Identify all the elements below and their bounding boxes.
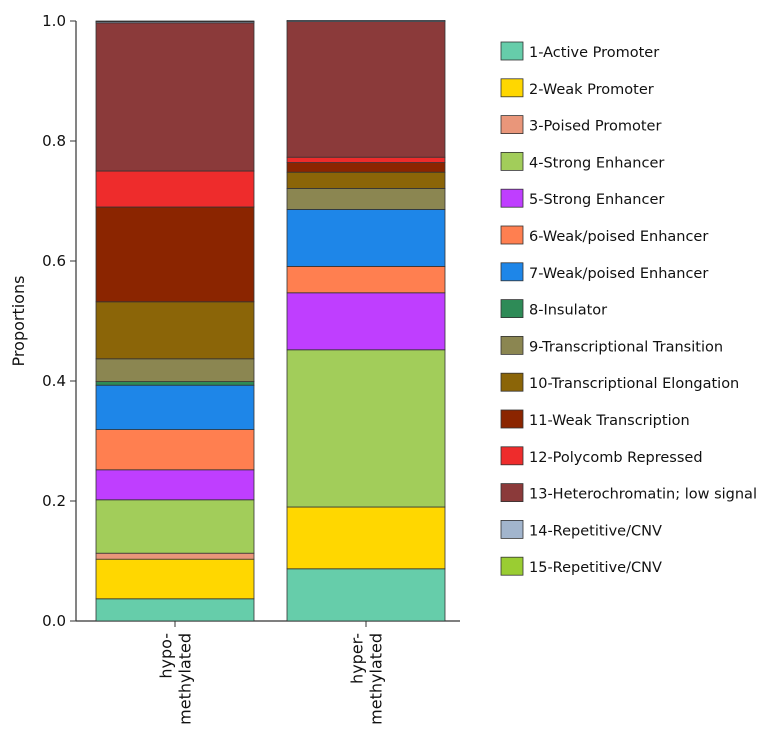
bar-segment bbox=[95, 558, 255, 600]
x-category-label: hyper- bbox=[348, 633, 367, 684]
bar-segment bbox=[286, 568, 446, 622]
bar-segment bbox=[286, 21, 446, 158]
bar-segment bbox=[286, 187, 446, 210]
legend-label: 15-Repetitive/CNV bbox=[529, 560, 662, 576]
bar-segment bbox=[95, 358, 255, 382]
bar-segment bbox=[95, 170, 255, 208]
legend-label: 2-Weak Promoter bbox=[529, 82, 654, 98]
y-tick-label: 0.4 bbox=[42, 372, 66, 390]
legend-swatch bbox=[500, 115, 524, 134]
bars bbox=[95, 19, 446, 622]
legend-swatch bbox=[500, 262, 524, 282]
legend-swatch bbox=[500, 225, 524, 245]
legend-label: 6-Weak/poised Enhancer bbox=[529, 229, 708, 245]
legend-swatch bbox=[500, 78, 524, 98]
bar-segment bbox=[95, 499, 255, 554]
legend-swatch bbox=[500, 556, 524, 576]
bar-segment bbox=[286, 19, 446, 22]
bar-segment bbox=[286, 265, 446, 294]
x-category-label: methylated bbox=[176, 633, 195, 725]
legend-label: 7-Weak/poised Enhancer bbox=[529, 266, 708, 282]
legend-label: 14-Repetitive/CNV bbox=[529, 523, 662, 539]
bar-segment bbox=[95, 381, 255, 386]
legend-swatch bbox=[500, 151, 524, 171]
bar-segment bbox=[286, 208, 446, 267]
legend-swatch bbox=[500, 372, 524, 392]
bar-segment bbox=[286, 292, 446, 351]
bar-segment bbox=[286, 171, 446, 189]
legend-swatch bbox=[500, 335, 524, 355]
legend-label: 12-Polycomb Repressed bbox=[529, 450, 703, 466]
legend-label: 11-Weak Transcription bbox=[529, 413, 690, 429]
legend-swatch bbox=[500, 446, 524, 466]
legend-label: 3-Poised Promoter bbox=[529, 119, 661, 135]
y-tick-label: 0.0 bbox=[42, 612, 66, 630]
legend-swatch bbox=[500, 409, 524, 429]
legend-label: 13-Heterochromatin; low signal bbox=[529, 487, 757, 503]
bar-segment bbox=[286, 506, 446, 570]
legend-swatch bbox=[500, 41, 524, 61]
legend-label: 8-Insulator bbox=[529, 303, 607, 319]
legend-label: 4-Strong Enhancer bbox=[529, 155, 664, 171]
legend-label: 10-Transcriptional Elongation bbox=[529, 376, 739, 392]
bar-segment bbox=[95, 206, 255, 303]
bar-segment bbox=[95, 429, 255, 471]
legend-swatch bbox=[500, 483, 524, 503]
legend-swatch bbox=[500, 188, 524, 208]
legend-label: 1-Active Promoter bbox=[529, 45, 659, 61]
bar-segment bbox=[95, 552, 255, 560]
bar-segment bbox=[95, 20, 255, 23]
x-category-label: hypo- bbox=[157, 633, 176, 679]
bar-segment bbox=[95, 301, 255, 360]
y-tick-label: 0.8 bbox=[42, 132, 66, 150]
bar-segment bbox=[95, 384, 255, 431]
y-tick-label: 0.6 bbox=[42, 252, 66, 270]
axes: 0.0 0.2 0.4 0.6 0.8 1.0 Proportions hypo-methyl… bbox=[9, 12, 460, 725]
bar-segment bbox=[286, 156, 446, 163]
bar-segment bbox=[286, 162, 446, 173]
legend-swatch bbox=[500, 520, 524, 539]
bar-segment bbox=[95, 22, 255, 172]
bar-segment bbox=[95, 598, 255, 622]
legend-swatch bbox=[500, 299, 524, 319]
x-category-label: methylated bbox=[367, 633, 386, 725]
legend-label: 9-Transcriptional Transition bbox=[529, 339, 723, 355]
y-tick-label: 1.0 bbox=[42, 12, 66, 30]
bar-segment bbox=[95, 469, 255, 501]
legend: 1-Active Promoter 2-Weak Promoter 3-Poised… bbox=[500, 41, 757, 576]
legend-label: 5-Strong Enhancer bbox=[529, 192, 664, 208]
y-tick-label: 0.2 bbox=[42, 492, 66, 510]
y-axis-label: Proportions bbox=[9, 276, 28, 367]
bar-segment bbox=[286, 349, 446, 508]
